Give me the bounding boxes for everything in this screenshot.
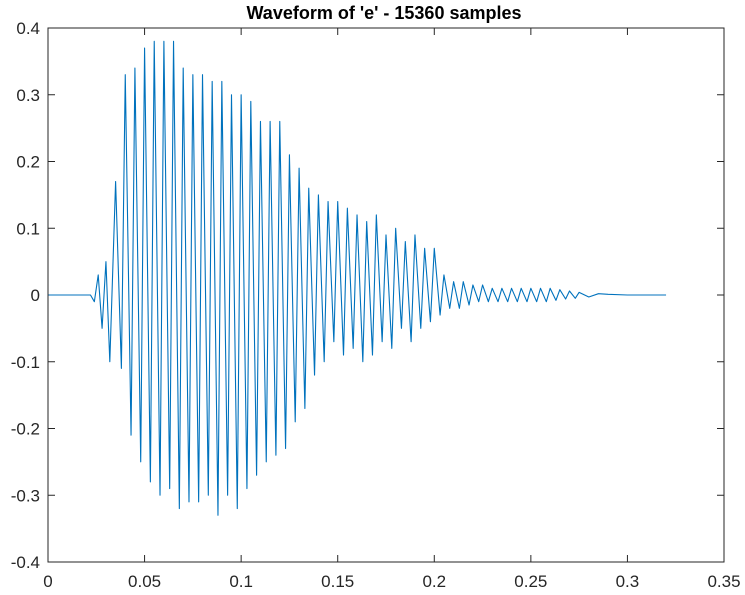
x-tick-label: 0.2: [422, 572, 446, 591]
y-tick-label: -0.2: [11, 420, 40, 439]
waveform-line: [48, 40, 667, 516]
y-tick-label: -0.3: [11, 486, 40, 505]
x-tick-label: 0.1: [229, 572, 253, 591]
x-tick-label: 0.15: [321, 572, 354, 591]
x-tick-label: 0.35: [707, 572, 740, 591]
y-tick-label: 0.3: [16, 86, 40, 105]
x-tick-label: 0.05: [128, 572, 161, 591]
chart-title: Waveform of 'e' - 15360 samples: [246, 3, 521, 23]
tick-layer: 0 0.05 0.1 0.15 0.2 0.25 0.3 0.35 -0.4 -0.3 -0.2 -0…: [11, 19, 741, 591]
y-tick-label: 0.2: [16, 153, 40, 172]
x-tick-label: 0: [43, 572, 52, 591]
x-tick-label: 0.25: [514, 572, 547, 591]
x-tick-label: 0.3: [616, 572, 640, 591]
y-tick-label: -0.1: [11, 353, 40, 372]
y-tick-label: 0.4: [16, 19, 40, 38]
plot-frame: [47, 27, 725, 563]
y-tick-label: -0.4: [11, 553, 40, 572]
y-tick-label: 0: [31, 286, 40, 305]
y-tick-label: 0.1: [16, 219, 40, 238]
